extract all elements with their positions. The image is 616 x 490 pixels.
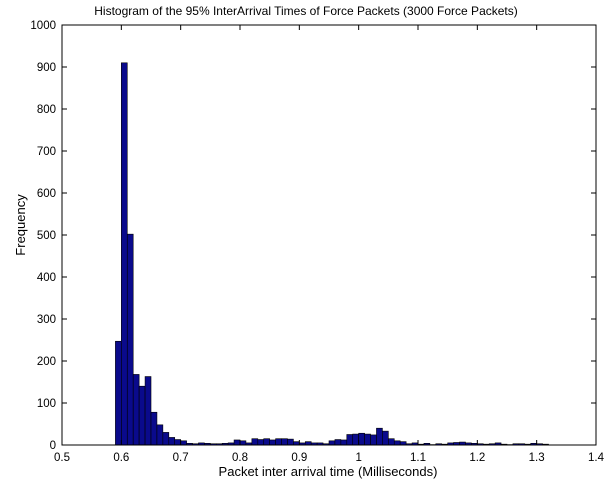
histogram-bar	[276, 439, 282, 445]
histogram-bar	[282, 439, 288, 445]
histogram-bar	[371, 435, 377, 445]
histogram-bar	[400, 442, 406, 445]
histogram-bar	[382, 431, 388, 445]
y-tick-label: 900	[37, 62, 56, 74]
histogram-bar	[353, 434, 359, 445]
x-tick-label: 0.5	[54, 452, 70, 464]
x-tick-label: 0.7	[173, 452, 189, 464]
histogram-bar	[329, 441, 335, 445]
histogram-bar	[252, 439, 258, 445]
histogram-bar	[145, 377, 151, 445]
histogram-bar	[347, 435, 353, 446]
y-tick-label: 200	[37, 356, 56, 368]
histogram-bar	[341, 440, 347, 445]
histogram-bar	[157, 425, 163, 445]
histogram-bar	[240, 441, 246, 445]
histogram-bar	[258, 440, 264, 445]
x-tick-label: 0.6	[113, 452, 129, 464]
x-tick-label: 1.4	[588, 452, 605, 464]
x-tick-label: 1.2	[469, 452, 485, 464]
histogram-bar	[181, 441, 187, 445]
y-tick-label: 100	[37, 398, 56, 410]
y-axis-label: Frequency	[13, 194, 28, 256]
x-tick-label: 1	[355, 452, 361, 464]
x-tick-label: 1.1	[410, 452, 426, 464]
histogram-bar	[293, 442, 299, 445]
histogram-bar	[359, 433, 365, 445]
histogram-bar	[365, 434, 371, 445]
y-tick-label: 400	[37, 272, 56, 284]
histogram-bar	[394, 441, 400, 445]
y-tick-label: 600	[37, 188, 56, 200]
x-axis-label: Packet inter arrival time (Milliseconds)	[219, 464, 438, 479]
histogram-bars	[115, 63, 548, 445]
histogram-bar	[121, 63, 127, 445]
x-tick-label: 0.9	[291, 452, 307, 464]
y-tick-label: 0	[50, 440, 56, 452]
histogram-bar	[335, 440, 341, 445]
histogram-bar	[163, 432, 169, 445]
y-tick-label: 500	[37, 230, 56, 242]
histogram-bar	[388, 439, 394, 445]
x-tick-label: 0.8	[232, 452, 248, 464]
histogram-bar	[175, 440, 181, 445]
histogram-bar	[151, 412, 157, 445]
histogram-bar	[234, 440, 240, 445]
histogram-bar	[139, 386, 145, 445]
histogram-bar	[169, 437, 175, 445]
y-tick-label: 800	[37, 104, 56, 116]
y-tick-label: 700	[37, 146, 56, 158]
histogram-bar	[133, 374, 139, 445]
y-tick-label: 300	[37, 314, 56, 326]
histogram-bar	[305, 442, 311, 445]
histogram-bar	[376, 428, 382, 445]
histogram-bar	[127, 234, 133, 445]
histogram-bar	[115, 341, 121, 445]
plot-frame	[62, 25, 596, 445]
histogram-bar	[264, 439, 270, 445]
x-tick-label: 1.3	[529, 452, 545, 464]
chart-title: Histogram of the 95% InterArrival Times …	[94, 4, 518, 18]
histogram-bar	[287, 439, 293, 445]
y-tick-label: 1000	[30, 20, 56, 32]
histogram-bar	[270, 440, 276, 445]
